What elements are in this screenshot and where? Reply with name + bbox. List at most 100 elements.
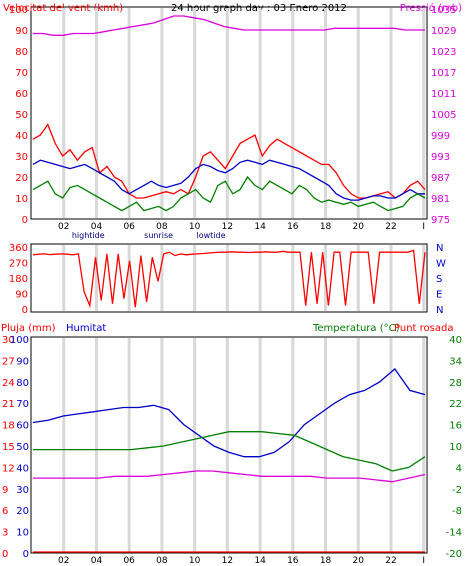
rain-tick-label: 15 bbox=[2, 442, 15, 453]
direction-tick-label: 0 bbox=[22, 305, 28, 316]
wind-panel-x-tick-label: 12 bbox=[222, 222, 233, 232]
humidity-tick-label: 80 bbox=[16, 378, 29, 389]
wind-panel-x-sub-label: hightide bbox=[72, 231, 105, 240]
rain-panel-x-tick-label: 22 bbox=[385, 556, 396, 566]
compass-tick-label: W bbox=[436, 259, 446, 270]
wind-panel-x-tick-label: 04 bbox=[91, 222, 103, 232]
wind-speed-tick-label: 0 bbox=[22, 215, 28, 226]
rain-tick-label: 0 bbox=[2, 549, 8, 560]
humidity-tick-label: 100 bbox=[10, 335, 29, 346]
wind-speed-tick-label: 90 bbox=[15, 26, 28, 37]
wind-panel-series-red bbox=[32, 123, 426, 199]
pressure-tick-label: 981 bbox=[431, 194, 450, 205]
wind-panel-x-tick-label: 16 bbox=[287, 222, 299, 232]
compass-tick-label: E bbox=[436, 290, 442, 301]
wind-speed-tick-label: 30 bbox=[15, 152, 28, 163]
pressure-tick-label: 1011 bbox=[431, 89, 456, 100]
wind-panel-x-tick-label: 02 bbox=[58, 222, 69, 232]
wind-speed-tick-label: 40 bbox=[15, 131, 28, 142]
rain-panel-x-tick-label: 16 bbox=[287, 556, 299, 566]
compass-tick-label: S bbox=[436, 274, 442, 285]
temperature-tick-label: 4 bbox=[456, 463, 462, 474]
direction-tick-label: 270 bbox=[9, 259, 28, 270]
direction-series-red bbox=[32, 249, 426, 309]
rain-panel-x-tick-label: 14 bbox=[254, 556, 266, 566]
direction-tick-label: 180 bbox=[9, 274, 28, 285]
temperature-tick-label: -20 bbox=[446, 549, 462, 560]
humidity-tick-label: 40 bbox=[16, 463, 29, 474]
rain-panel-series-blue bbox=[32, 368, 426, 458]
wind-speed-tick-label: 60 bbox=[15, 89, 28, 100]
temperature-tick-label: -14 bbox=[446, 528, 462, 539]
humidity-tick-label: 90 bbox=[16, 356, 29, 367]
dewpoint-axis-label: Punt rosada bbox=[394, 323, 453, 334]
direction-tick-label: 90 bbox=[15, 290, 28, 301]
wind-speed-tick-label: 70 bbox=[15, 68, 28, 79]
wind-panel-x-tick-label: 06 bbox=[123, 222, 135, 232]
rain-tick-label: 24 bbox=[2, 378, 15, 389]
rain-panel-x-tick-label: 12 bbox=[222, 556, 233, 566]
pressure-tick-label: 975 bbox=[431, 215, 450, 226]
humidity-tick-label: 10 bbox=[16, 528, 29, 539]
wind-panel-x-sub-label: sunrise bbox=[144, 231, 173, 240]
humidity-tick-label: 0 bbox=[23, 549, 29, 560]
pressure-tick-label: 987 bbox=[431, 173, 450, 184]
compass-tick-label: N bbox=[436, 243, 443, 254]
pressure-tick-label: 1029 bbox=[431, 26, 456, 37]
humidity-tick-label: 60 bbox=[16, 421, 29, 432]
temperature-tick-label: 22 bbox=[449, 399, 462, 410]
rain-tick-label: 18 bbox=[2, 421, 15, 432]
rain-panel-x-tick-label: 02 bbox=[58, 556, 69, 566]
pressure-tick-label: 993 bbox=[431, 152, 450, 163]
wind-panel-x-tick-label: I bbox=[422, 222, 425, 232]
temperature-tick-label: -2 bbox=[452, 485, 462, 496]
humidity-tick-label: 50 bbox=[16, 442, 29, 453]
pressure-tick-label: 1017 bbox=[431, 68, 456, 79]
humidity-tick-label: 20 bbox=[16, 506, 29, 517]
rain-axis-label: Pluja (mm) bbox=[1, 323, 56, 334]
wind-panel-x-tick-label: 22 bbox=[385, 222, 396, 232]
temperature-axis-label: Temperatura (°C) bbox=[312, 323, 400, 334]
rain-panel-x-tick-label: 18 bbox=[320, 556, 332, 566]
wind-panel-x-tick-label: 14 bbox=[254, 222, 266, 232]
wind-speed-tick-label: 80 bbox=[15, 47, 28, 58]
wind-speed-tick-label: 20 bbox=[15, 173, 28, 184]
rain-tick-label: 12 bbox=[2, 463, 15, 474]
wind-speed-tick-label: 100 bbox=[9, 5, 28, 16]
wind-panel-series-magenta bbox=[33, 15, 425, 36]
wind-panel-x-tick-label: 18 bbox=[320, 222, 332, 232]
temperature-tick-label: 16 bbox=[449, 421, 462, 432]
rain-panel-x-tick-label: 08 bbox=[156, 556, 168, 566]
compass-tick-label: N bbox=[436, 305, 443, 316]
rain-panel-x-tick-label: 04 bbox=[91, 556, 103, 566]
direction-tick-label: 360 bbox=[9, 243, 28, 254]
panel-rain-humidity-temp bbox=[30, 336, 428, 554]
humidity-axis-label: Humitat bbox=[66, 323, 106, 334]
pressure-tick-label: 999 bbox=[431, 131, 450, 142]
rain-panel-series-green bbox=[33, 431, 426, 472]
rain-tick-label: 6 bbox=[2, 506, 8, 517]
rain-tick-label: 27 bbox=[2, 356, 15, 367]
wind-panel-series-blue bbox=[32, 159, 425, 201]
wind-speed-tick-label: 50 bbox=[15, 110, 28, 121]
rain-panel-x-tick-label: 20 bbox=[353, 556, 365, 566]
pressure-axis-label: Pressió (mb) bbox=[400, 2, 462, 14]
pressure-tick-label: 1005 bbox=[431, 110, 456, 121]
rain-tick-label: 30 bbox=[2, 335, 15, 346]
wind-panel-series-green bbox=[32, 175, 426, 212]
rain-panel-series-magenta bbox=[33, 470, 426, 483]
humidity-tick-label: 30 bbox=[16, 485, 29, 496]
temperature-tick-label: 10 bbox=[449, 442, 462, 453]
temperature-tick-label: 40 bbox=[449, 335, 462, 346]
rain-tick-label: 9 bbox=[2, 485, 8, 496]
humidity-tick-label: 70 bbox=[16, 399, 29, 410]
wind-panel-x-tick-label: 20 bbox=[353, 222, 365, 232]
wind-panel-x-sub-label: lowtide bbox=[196, 231, 225, 240]
wind-speed-tick-label: 10 bbox=[15, 194, 28, 205]
temperature-tick-label: -8 bbox=[452, 506, 462, 517]
temperature-tick-label: 28 bbox=[449, 378, 462, 389]
pressure-tick-label: 1023 bbox=[431, 47, 456, 58]
